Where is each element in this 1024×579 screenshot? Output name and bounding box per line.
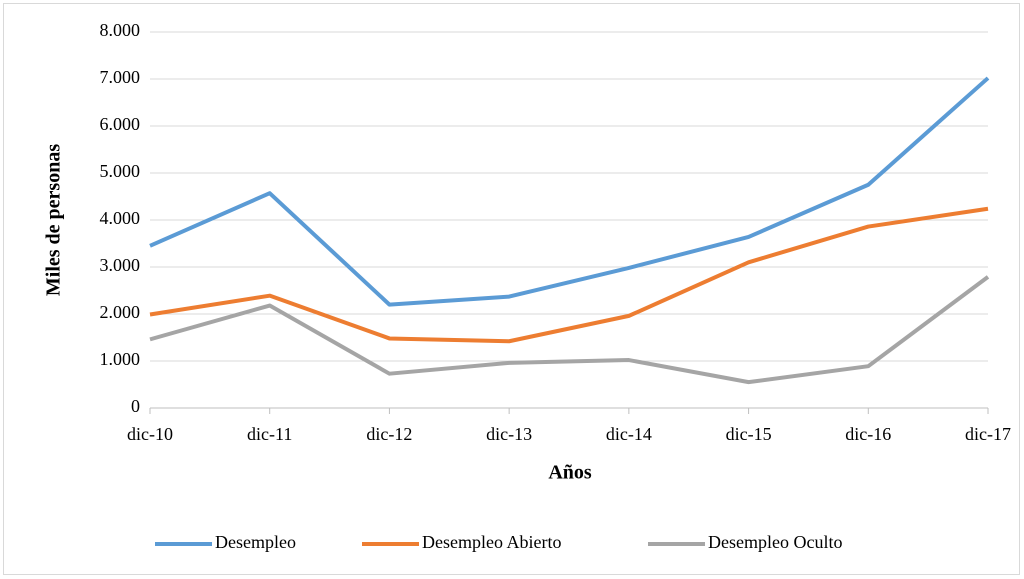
chart-border — [3, 3, 1020, 575]
x-tick-label: dic-16 — [845, 424, 891, 444]
x-tick-label: dic-14 — [606, 424, 652, 444]
legend-label: Desempleo Oculto — [708, 532, 842, 552]
line-series — [149, 76, 990, 307]
y-tick-label: 1.000 — [100, 349, 141, 369]
y-tick-label: 5.000 — [100, 161, 141, 181]
y-tick-label: 8.000 — [100, 20, 141, 40]
x-tick-label: dic-10 — [127, 424, 173, 444]
legend-label: Desempleo Abierto — [422, 532, 561, 552]
x-tick-label: dic-13 — [486, 424, 532, 444]
line-series — [149, 206, 989, 344]
y-axis-title: Miles de personas — [43, 144, 65, 296]
x-tick-label: dic-15 — [726, 424, 772, 444]
y-tick-label: 3.000 — [100, 255, 141, 275]
x-axis-title: Años — [548, 462, 592, 484]
x-tick-label: dic-17 — [965, 424, 1011, 444]
y-tick-label: 2.000 — [100, 302, 141, 322]
legend-label: Desempleo — [215, 532, 296, 552]
y-tick-label: 4.000 — [100, 208, 141, 228]
y-tick-label: 0 — [131, 396, 140, 416]
x-tick-label: dic-12 — [366, 424, 412, 444]
x-tick-label: dic-11 — [247, 424, 292, 444]
line-series — [149, 275, 990, 385]
y-tick-label: 7.000 — [100, 67, 141, 87]
y-tick-label: 6.000 — [100, 114, 141, 134]
